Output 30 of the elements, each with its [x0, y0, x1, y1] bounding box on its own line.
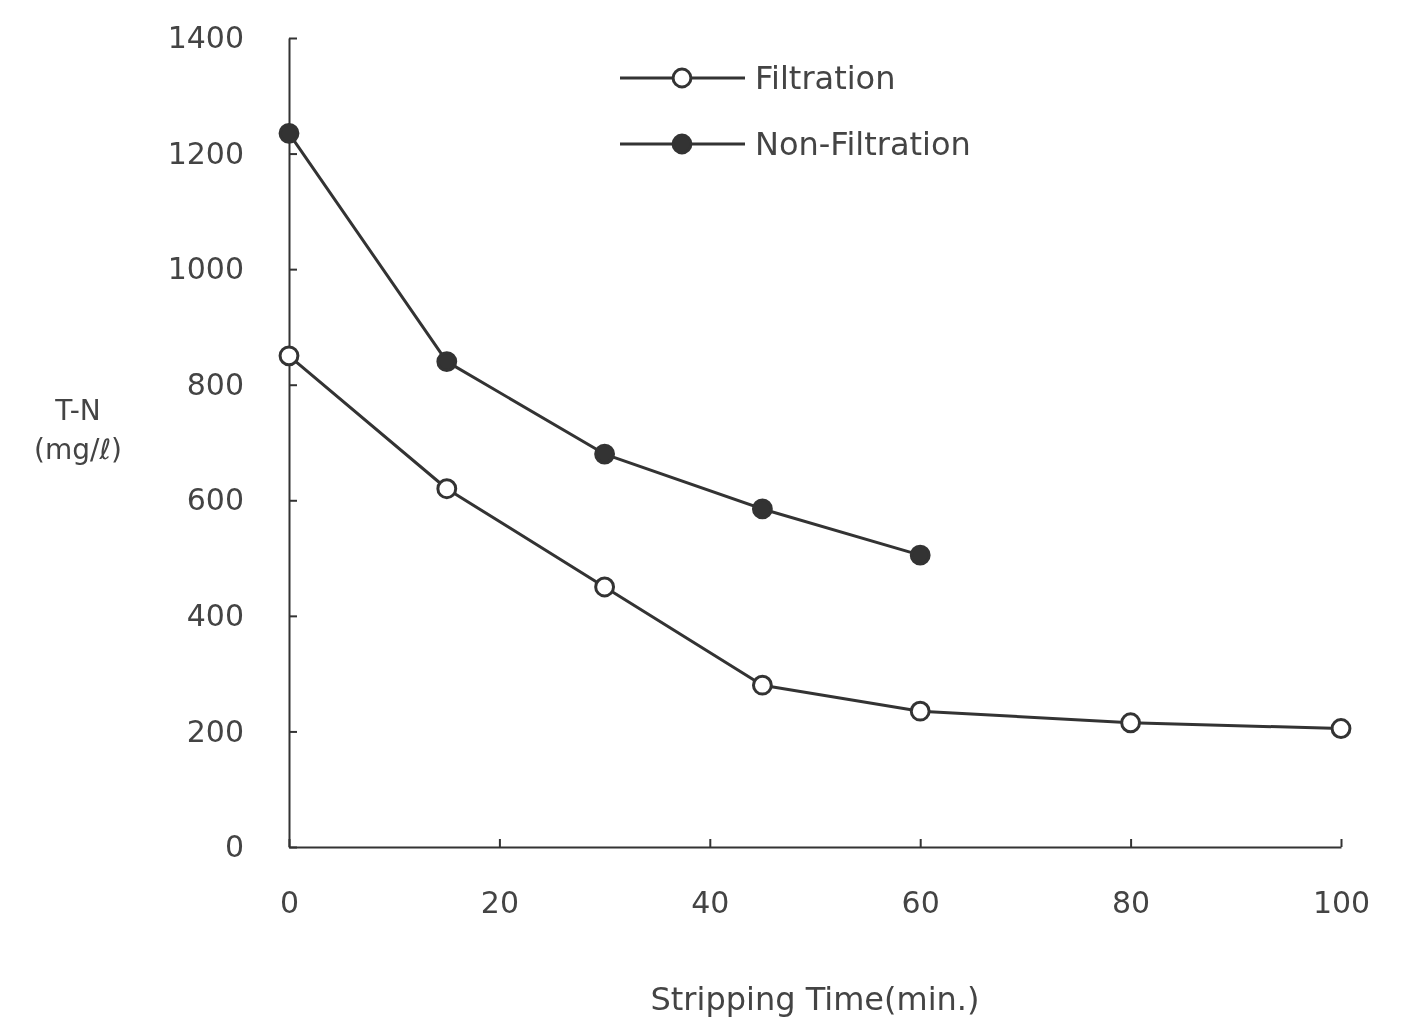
point: [594, 576, 616, 598]
y-tick-label: 1000: [167, 251, 244, 287]
x-tick-label: 100: [1312, 885, 1371, 921]
y-tick-label: 800: [186, 366, 244, 402]
y-tick-label: 200: [186, 713, 244, 749]
y-axis-title: T-N (mg/ℓ): [34, 394, 122, 467]
point: [751, 498, 773, 520]
x-tick-label: 20: [480, 885, 519, 921]
x-tick-label: 80: [1112, 885, 1151, 921]
point: [436, 351, 458, 372]
y-tick-label: 1400: [167, 20, 244, 56]
x-tick-label: 40: [691, 885, 730, 921]
point: [909, 544, 931, 566]
x-tick-label: 0: [279, 885, 300, 921]
legend-label: Non-Filtration: [755, 125, 971, 163]
y-tick-label: 600: [186, 482, 244, 518]
y-tick-label: 1200: [167, 135, 244, 171]
y-tick-label: 0: [224, 829, 244, 865]
x-axis-title: Stripping Time(min.): [650, 980, 980, 1018]
point: [909, 700, 931, 722]
point: [278, 345, 300, 367]
point: [1120, 712, 1142, 734]
point: [278, 122, 300, 144]
point: [594, 443, 616, 465]
point: [436, 478, 458, 500]
y-tick-label: 400: [186, 597, 244, 633]
x-tick-label: 60: [901, 885, 940, 921]
point: [1330, 718, 1352, 739]
point: [751, 674, 773, 696]
legend-label: Filtration: [755, 59, 896, 97]
